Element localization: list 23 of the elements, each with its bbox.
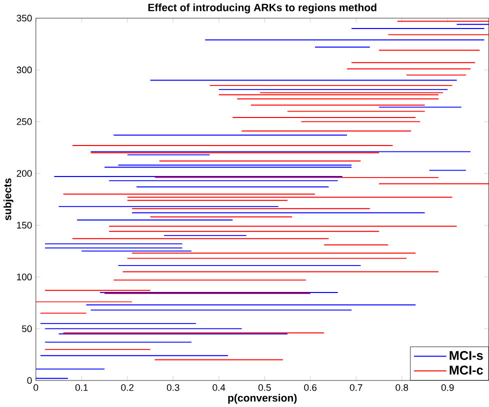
y-tick-label: 350 [16, 14, 32, 22]
legend-label: MCI-s [450, 350, 483, 360]
y-tick-label: 0 [27, 376, 32, 384]
x-tick-label: 0.5 [258, 384, 271, 391]
y-axis-title: subjects [4, 178, 14, 220]
x-tick-label: 0.2 [121, 384, 134, 391]
y-tick-label: 250 [16, 118, 32, 125]
x-axis-title: p(conversion) [228, 394, 297, 404]
x-tick-label: 0.8 [396, 384, 408, 391]
y-tick-label: 300 [16, 66, 32, 74]
y-tick-label: 200 [16, 170, 32, 177]
x-tick-label: 0.9 [441, 384, 454, 391]
x-tick-label: 0.3 [166, 384, 180, 391]
x-tick-label: 0.6 [304, 384, 317, 391]
x-tick-label: 0.1 [75, 384, 88, 391]
x-tick-label: 0.4 [212, 384, 226, 391]
x-tick-label: 0 [34, 384, 38, 391]
chart-title: Effect of introducing ARKs to regions method [148, 3, 376, 14]
y-tick-label: 150 [17, 222, 32, 228]
y-tick-label: 100 [17, 273, 32, 280]
y-tick-label: 50 [22, 325, 32, 332]
legend-label: MCI-c [450, 366, 483, 374]
x-tick-label: 0.7 [350, 384, 362, 391]
